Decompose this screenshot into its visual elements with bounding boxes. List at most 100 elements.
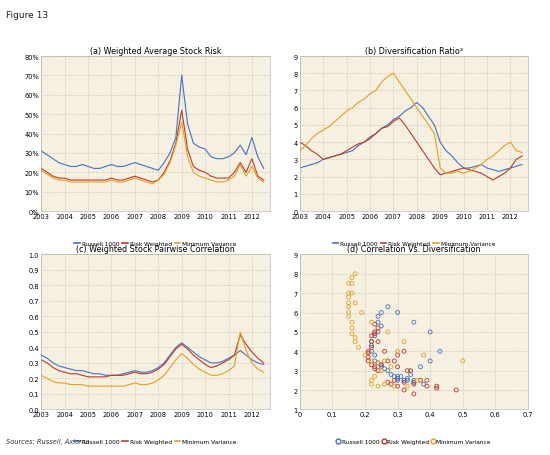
Point [370,363,379,370]
Point [400,338,409,345]
Point [409,379,418,386]
Title: (c) Weighted Stock Pairwise Correlation: (c) Weighted Stock Pairwise Correlation [76,244,235,253]
Point [458,358,467,365]
Point [370,321,379,328]
Point [393,309,402,317]
Point [403,367,412,374]
Point [373,338,382,345]
Point [370,358,379,365]
Point [412,377,421,384]
Point [377,309,386,317]
Point [367,348,376,355]
Point [416,363,425,370]
Point [367,344,376,351]
Point [361,352,370,359]
Point [419,381,428,388]
Point [377,361,386,369]
Point [344,303,353,311]
Point [348,274,356,282]
Point [422,383,431,390]
Point [390,373,399,380]
Point [370,330,379,338]
Point [432,384,441,392]
Point [364,358,373,365]
Point [367,338,376,345]
Point [367,342,376,349]
Point [452,387,461,394]
Title: (b) Diversification Ratio²: (b) Diversification Ratio² [365,46,463,56]
Point [416,377,425,384]
Point [370,352,379,359]
Point [380,365,389,373]
Point [419,352,428,359]
Title: (d) Correlation Vs. Diversification: (d) Correlation Vs. Diversification [347,244,481,253]
Point [351,270,360,278]
Point [409,319,418,326]
Point [351,334,360,342]
Point [344,309,353,317]
Point [409,379,418,386]
Point [393,373,402,380]
Point [409,377,418,384]
Point [390,377,399,384]
Point [393,375,402,382]
Point [377,361,386,369]
Point [373,329,382,336]
Point [370,332,379,339]
Point [348,324,356,332]
Point [409,390,418,398]
Point [400,348,409,355]
Point [436,348,444,355]
Point [373,359,382,367]
Point [390,358,399,365]
Point [373,359,382,367]
Point [373,319,382,326]
Point [348,319,356,326]
Legend: Russell 1000, Risk Weighted, Minimum Variance: Russell 1000, Risk Weighted, Minimum Var… [72,437,239,447]
Legend: Russell 1000, Risk Weighted, Minimum Variance: Russell 1000, Risk Weighted, Minimum Var… [330,239,498,249]
Point [377,323,386,330]
Point [403,383,412,390]
Point [373,313,382,320]
Point [422,377,431,384]
Point [348,280,356,288]
Legend: Russell 1000, Risk Weighted, Minimum Variance: Russell 1000, Risk Weighted, Minimum Var… [334,437,493,447]
Point [358,309,366,317]
Point [393,352,402,359]
Point [397,373,405,380]
Point [364,348,373,355]
Point [409,381,418,388]
Point [393,377,402,384]
Point [387,363,395,370]
Point [367,381,376,388]
Point [426,358,434,365]
Point [367,338,376,345]
Point [367,377,376,384]
Point [380,358,389,365]
Point [393,348,402,355]
Point [367,358,376,365]
Point [393,375,402,382]
Point [344,290,353,297]
Point [400,377,409,384]
Point [400,387,409,394]
Point [383,379,392,386]
Point [344,313,353,320]
Point [383,303,392,311]
Text: Risk Profile Of Minimum Variance, Risk-Weighted And Benchmark Portfolios, Russel: Risk Profile Of Minimum Variance, Risk-W… [33,28,517,37]
Point [380,348,389,355]
Text: Sources: Russell, Axioma: Sources: Russell, Axioma [6,438,89,444]
Point [403,375,412,382]
Point [344,294,353,301]
Point [348,330,356,338]
Point [370,365,379,373]
Point [364,350,373,357]
Point [393,383,402,390]
Point [370,373,379,380]
Point [373,324,382,332]
Point [426,329,434,336]
Point [383,358,392,365]
Legend: Russell 1000, Risk Weighted, Minimum Variance: Russell 1000, Risk Weighted, Minimum Var… [72,239,239,249]
Point [354,344,363,351]
Point [367,361,376,369]
